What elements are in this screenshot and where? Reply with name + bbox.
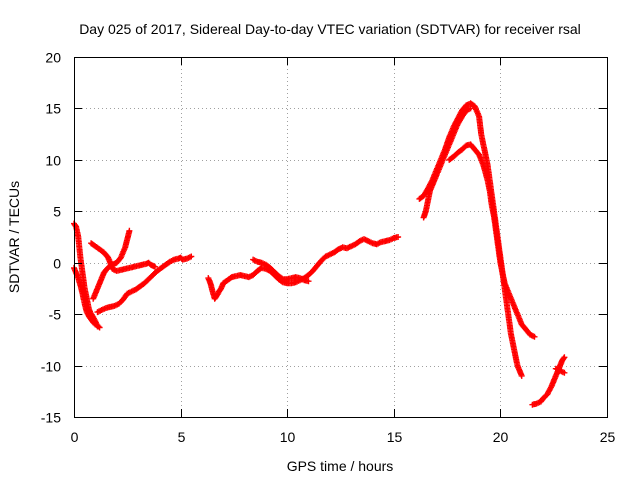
data-series [205, 234, 402, 302]
grid-lines [74, 57, 607, 417]
data-point [126, 227, 133, 234]
data-series [88, 240, 158, 274]
data-series [552, 365, 568, 376]
y-tick-label: -5 [49, 307, 62, 323]
data-series [250, 256, 312, 285]
data-series [529, 354, 568, 408]
data-point [96, 324, 103, 331]
x-tick-label: 15 [387, 429, 403, 445]
data-point [561, 354, 568, 361]
y-tick-label: 5 [53, 204, 61, 220]
y-axis-label: SDTVAR / TECUs [6, 181, 22, 293]
plot-frame [74, 57, 608, 418]
data-point [560, 355, 567, 362]
x-tick-label: 5 [178, 429, 186, 445]
data-series [446, 141, 538, 340]
y-tick-label: 0 [53, 256, 61, 272]
x-tick-label: 25 [600, 429, 616, 445]
y-tick-label: -15 [41, 410, 61, 426]
data-point [305, 278, 312, 285]
data-point [561, 369, 568, 376]
data-point [467, 105, 474, 112]
data-series [71, 264, 103, 331]
data-series [420, 105, 474, 221]
data-point [531, 333, 538, 340]
y-tick-label: 20 [45, 50, 61, 66]
data-point [518, 372, 525, 379]
chart-title: Day 025 of 2017, Sidereal Day-to-day VTE… [79, 21, 581, 37]
x-tick-label: 20 [493, 429, 509, 445]
data-point [95, 323, 102, 330]
y-tick-label: 10 [45, 153, 61, 169]
y-tick-label: 15 [45, 101, 61, 117]
axis-ticks: 0 5 10 15 20 25 -15 -10 -5 0 5 10 15 20 [41, 50, 616, 446]
y-tick-label: -10 [41, 359, 61, 375]
data-point [152, 263, 158, 270]
x-tick-label: 0 [71, 429, 79, 445]
data-series [90, 227, 133, 302]
data-point [395, 234, 402, 240]
x-tick-label: 10 [280, 429, 296, 445]
data-point [188, 253, 195, 260]
data-points [71, 100, 568, 408]
data-series [94, 253, 195, 316]
x-axis-label: GPS time / hours [287, 458, 394, 474]
